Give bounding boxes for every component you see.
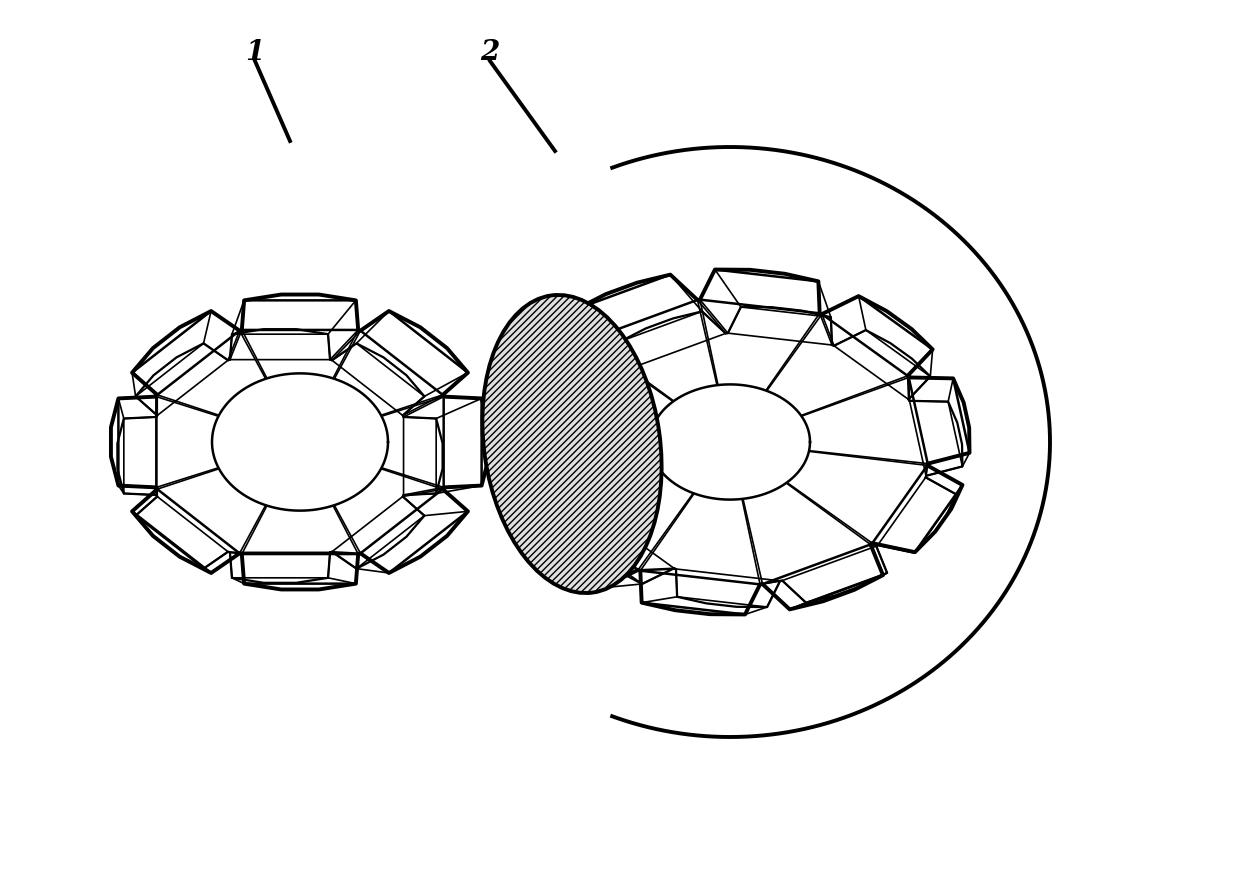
Text: 1: 1 xyxy=(246,38,264,66)
Ellipse shape xyxy=(482,296,662,594)
Text: 2: 2 xyxy=(480,38,500,66)
